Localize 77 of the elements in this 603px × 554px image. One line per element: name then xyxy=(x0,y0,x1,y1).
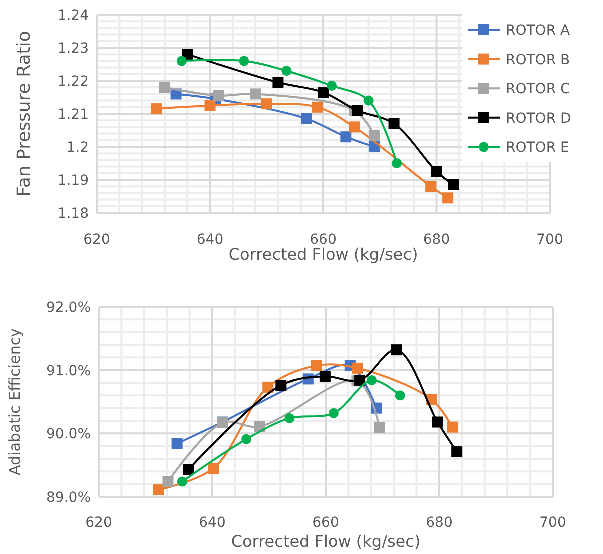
y-axis-title: Fan Pressure Ratio xyxy=(14,31,35,197)
legend-label: ROTOR B xyxy=(506,52,570,68)
point xyxy=(392,158,402,168)
x-tick-label: 680 xyxy=(423,232,450,248)
legend-label: ROTOR C xyxy=(506,82,570,98)
point xyxy=(159,82,170,94)
x-tick-label: 620 xyxy=(86,515,112,531)
point xyxy=(447,422,458,433)
point xyxy=(352,362,364,374)
y-tick-label: 1.18 xyxy=(58,206,89,222)
x-tick-label: 700 xyxy=(540,515,566,531)
point xyxy=(262,382,274,393)
x-axis-title: Corrected Flow (kg/sec) xyxy=(228,245,418,264)
y-tick-label: 89.0% xyxy=(46,490,91,506)
point xyxy=(150,104,162,115)
point xyxy=(204,100,216,112)
y-axis-title: Adiabatic Efficiency xyxy=(6,328,24,476)
y-tick-label: 1.2 xyxy=(66,140,89,156)
point xyxy=(311,360,322,372)
x-axis-title: Corrected Flow (kg/sec) xyxy=(231,532,421,551)
point xyxy=(431,166,442,178)
point xyxy=(172,438,183,450)
x-tick-label: 680 xyxy=(426,515,453,531)
legend-label: ROTOR D xyxy=(506,110,572,127)
y-tick-label: 92.0% xyxy=(46,300,91,316)
y-tick-label: 1.19 xyxy=(58,173,89,189)
point xyxy=(261,98,272,110)
x-tick-label: 640 xyxy=(199,515,226,531)
point xyxy=(177,476,188,487)
point xyxy=(176,56,187,66)
point xyxy=(452,446,463,458)
legend-label: ROTOR E xyxy=(506,140,570,156)
point xyxy=(318,87,329,98)
point xyxy=(208,463,220,474)
legend-label: ROTOR A xyxy=(506,23,570,39)
y-tick-label: 91.0% xyxy=(46,363,91,380)
point xyxy=(354,374,366,386)
point xyxy=(340,132,352,143)
point xyxy=(320,371,331,382)
point xyxy=(364,96,374,106)
point xyxy=(374,422,386,434)
point xyxy=(301,113,312,124)
point xyxy=(276,380,287,392)
y-tick-label: 1.21 xyxy=(58,107,89,123)
point xyxy=(183,464,194,476)
y-tick-label: 1.23 xyxy=(58,41,89,57)
point xyxy=(272,77,284,88)
y-tick-label: 1.24 xyxy=(58,8,90,24)
point xyxy=(250,88,262,100)
point xyxy=(213,90,224,102)
point xyxy=(242,434,252,444)
y-tick-label: 90.0% xyxy=(46,426,91,443)
point xyxy=(328,408,339,418)
point xyxy=(448,179,460,190)
point xyxy=(442,192,454,204)
x-tick-label: 620 xyxy=(84,232,110,248)
point xyxy=(284,413,295,424)
point xyxy=(391,344,402,356)
point xyxy=(368,130,380,141)
point xyxy=(239,56,250,66)
point xyxy=(366,375,377,386)
point xyxy=(162,476,174,488)
point xyxy=(432,416,444,428)
x-tick-label: 700 xyxy=(536,232,564,248)
y-tick-label: 1.22 xyxy=(58,74,89,90)
point xyxy=(326,80,337,91)
point xyxy=(388,118,400,130)
point xyxy=(395,390,406,401)
point xyxy=(352,105,363,116)
point xyxy=(282,66,292,76)
x-tick-label: 660 xyxy=(312,515,340,531)
point xyxy=(312,102,324,113)
point xyxy=(349,122,360,133)
x-tick-label: 660 xyxy=(310,232,337,248)
point xyxy=(153,484,164,496)
point xyxy=(426,181,437,192)
x-tick-label: 640 xyxy=(196,232,224,248)
